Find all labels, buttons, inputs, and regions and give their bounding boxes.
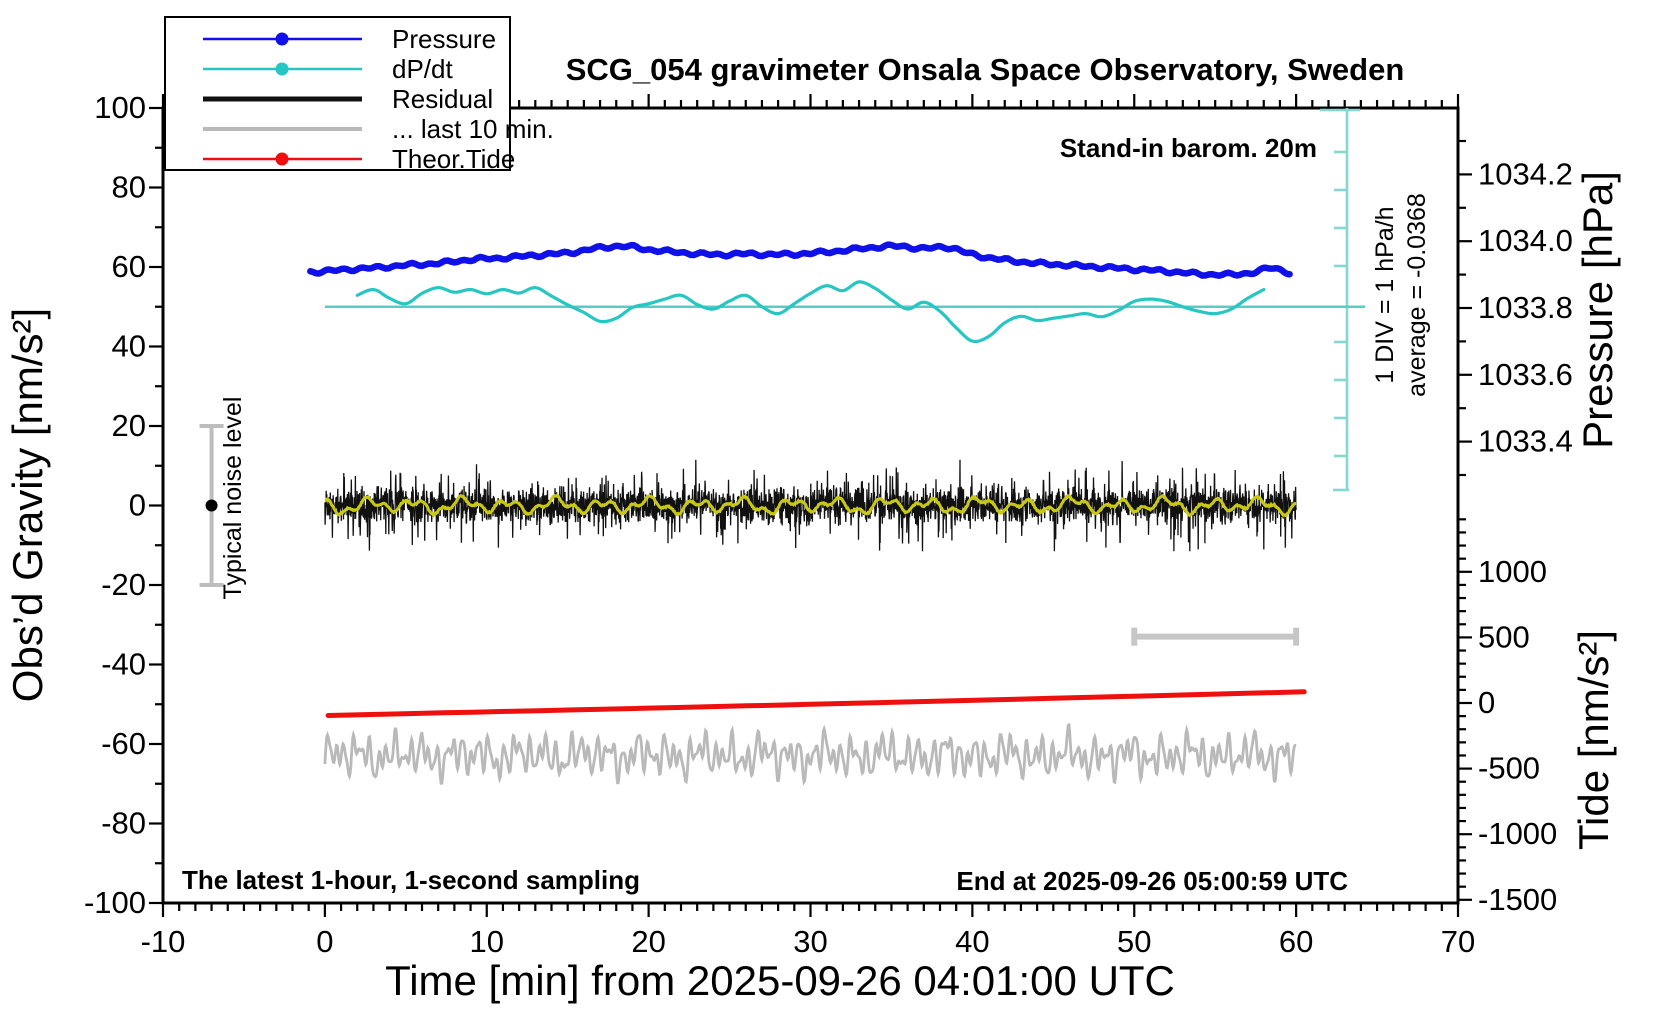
gravity-tick-label: 20 <box>112 408 146 443</box>
gravity-tick-label: -80 <box>101 806 146 841</box>
legend-sample-dot <box>275 62 289 76</box>
series-dpdt <box>355 280 1266 344</box>
pressure-tick-label: 1034.2 <box>1478 156 1573 191</box>
annotation-barometer: Stand-in barom. 20m <box>1060 133 1317 163</box>
axis-ticks: -10 0 10 20 30 40 50 60 70-100-80-60-40-20020406… <box>84 90 1573 959</box>
x-tick-label: 40 <box>955 924 989 959</box>
gravity-tick-label: 100 <box>94 90 146 125</box>
tide-tick-label: -500 <box>1478 751 1540 786</box>
x-tick-label: 50 <box>1117 924 1151 959</box>
data-series <box>307 241 1307 786</box>
x-axis-title: Time [min] from 2025-09-26 04:01:00 UTC <box>385 957 1175 1004</box>
series-pressure <box>307 241 1293 280</box>
pressure-tick-label: 1034.0 <box>1478 223 1573 258</box>
chart-title: SCG_054 gravimeter Onsala Space Observat… <box>566 52 1405 87</box>
annotation-sampling: The latest 1-hour, 1-second sampling <box>182 865 640 895</box>
annotation-noise-level: Typical noise level <box>219 397 247 600</box>
tide-tick-label: 500 <box>1478 619 1530 654</box>
legend-sample-dot <box>275 32 289 46</box>
noise-bar-center-dot <box>205 499 218 512</box>
tide-tick-label: 1000 <box>1478 554 1547 589</box>
pressure-tick-label: 1033.8 <box>1478 290 1573 325</box>
gravity-tick-label: 0 <box>129 488 146 523</box>
tide-axis-title: Tide [nm/s²] <box>1570 630 1617 850</box>
legend-border <box>164 16 511 171</box>
series-theor-tide <box>325 689 1307 718</box>
legend-label: Residual <box>392 84 493 114</box>
x-tick-label: 10 <box>470 924 504 959</box>
series-last-10-min <box>323 722 1297 786</box>
tide-tick-label: -1000 <box>1478 816 1557 851</box>
dpdt-div-ruler <box>324 108 1365 492</box>
gravity-tick-label: -60 <box>101 726 146 761</box>
tide-tick-label: 0 <box>1478 685 1495 720</box>
gravity-tick-label: 60 <box>112 249 146 284</box>
x-tick-label: 60 <box>1279 924 1313 959</box>
ten-minute-scale-bar <box>1131 627 1300 646</box>
annotation-average: average = -0.0368 <box>1403 193 1431 397</box>
gravity-axis-title: Obs’d Gravity [nm/s²] <box>4 308 51 702</box>
tide-tick-label: -1500 <box>1478 882 1557 917</box>
x-tick-label: -10 <box>141 924 186 959</box>
annotation-div-scale: 1 DIV = 1 hPa/h <box>1371 206 1399 383</box>
series-residual-smoothed <box>324 493 1297 518</box>
pressure-tick-label: 1033.6 <box>1478 357 1573 392</box>
legend-item-pressure: Pressure <box>203 24 496 54</box>
noise-level-indicator <box>199 424 224 587</box>
gravity-tick-label: -100 <box>84 885 146 920</box>
x-tick-label: 30 <box>793 924 827 959</box>
x-tick-label: 0 <box>316 924 333 959</box>
legend-item-tide: Theor.Tide <box>203 144 515 174</box>
pressure-axis-title: Pressure [hPa] <box>1574 171 1621 449</box>
legend-sample-dot <box>275 152 289 166</box>
gravity-tick-label: -40 <box>101 647 146 682</box>
x-tick-label: 70 <box>1441 924 1475 959</box>
gravity-tick-label: 40 <box>112 329 146 364</box>
legend-label: ... last 10 min. <box>392 114 554 144</box>
pressure-tick-label: 1033.4 <box>1478 424 1573 459</box>
gravity-tick-label: -20 <box>101 567 146 602</box>
gravity-tick-label: 80 <box>112 170 146 205</box>
legend-item-dpdt: dP/dt <box>203 54 453 84</box>
x-tick-label: 20 <box>631 924 665 959</box>
legend-item-last10: ... last 10 min. <box>203 114 554 144</box>
legend-label: dP/dt <box>392 54 453 84</box>
annotation-end-time: End at 2025-09-26 05:00:59 UTC <box>956 866 1348 896</box>
series-residual <box>324 459 1297 552</box>
legend-item-residual: Residual <box>203 84 493 114</box>
legend-label: Pressure <box>392 24 496 54</box>
legend-label: Theor.Tide <box>392 144 515 174</box>
